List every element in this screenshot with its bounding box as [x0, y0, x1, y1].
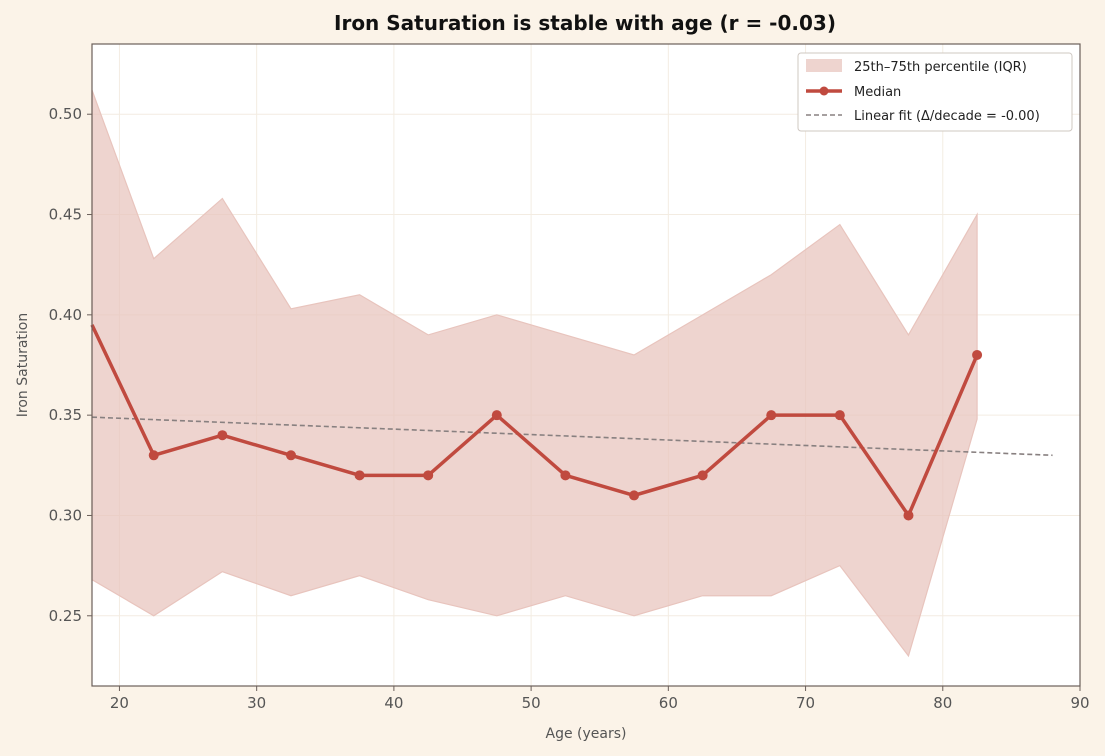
x-tick-label: 90 — [1070, 694, 1089, 712]
y-axis-ticks: 0.25 0.30 0.35 0.40 0.45 0.50 — [49, 105, 92, 625]
legend-swatch-median-marker — [819, 86, 829, 96]
x-tick-label: 50 — [522, 694, 541, 712]
x-tick-label: 60 — [659, 694, 678, 712]
legend-label-median: Median — [854, 85, 901, 100]
x-tick-label: 40 — [384, 694, 403, 712]
median-point — [148, 450, 159, 461]
x-axis-ticks: 20 30 40 50 60 70 80 90 — [110, 686, 1090, 712]
linear-fit-line — [91, 416, 1053, 457]
x-tick-label: 70 — [796, 694, 815, 712]
chart-title: Iron Saturation is stable with age (r = … — [334, 11, 836, 35]
legend-swatch-iqr — [806, 59, 842, 72]
x-tick-label: 30 — [247, 694, 266, 712]
y-tick-label: 0.45 — [49, 206, 82, 224]
y-tick-label: 0.25 — [49, 607, 82, 625]
median-point — [423, 470, 434, 481]
y-tick-label: 0.30 — [49, 506, 82, 524]
iqr-band — [91, 89, 978, 658]
y-tick-label: 0.50 — [49, 105, 82, 123]
legend: 25th–75th percentile (IQR) Median Linear… — [797, 52, 1073, 132]
median-point — [491, 410, 502, 421]
x-axis-label: Age (years) — [546, 726, 627, 742]
median-point — [285, 450, 296, 461]
y-tick-label: 0.35 — [49, 406, 82, 424]
legend-label-iqr: 25th–75th percentile (IQR) — [854, 60, 1027, 75]
median-point — [629, 490, 640, 501]
median-point — [354, 470, 365, 481]
median-line — [90, 324, 979, 518]
median-point — [560, 470, 571, 481]
median-point — [834, 410, 845, 421]
iqr-band-layer — [91, 89, 978, 658]
legend-label-linear-fit: Linear fit (Δ/decade = -0.00) — [854, 109, 1040, 124]
y-axis-label: Iron Saturation — [15, 313, 31, 417]
median-point — [903, 510, 914, 521]
median-point — [217, 430, 228, 441]
median-point — [972, 349, 983, 360]
median-layer — [90, 324, 983, 521]
x-tick-label: 20 — [110, 694, 129, 712]
median-point — [697, 470, 708, 481]
legend-box — [797, 52, 1073, 132]
median-point — [766, 410, 777, 421]
y-tick-label: 0.40 — [49, 306, 82, 324]
x-tick-label: 80 — [933, 694, 952, 712]
plot-frame — [91, 43, 1081, 687]
linear-fit-layer — [91, 416, 1053, 457]
